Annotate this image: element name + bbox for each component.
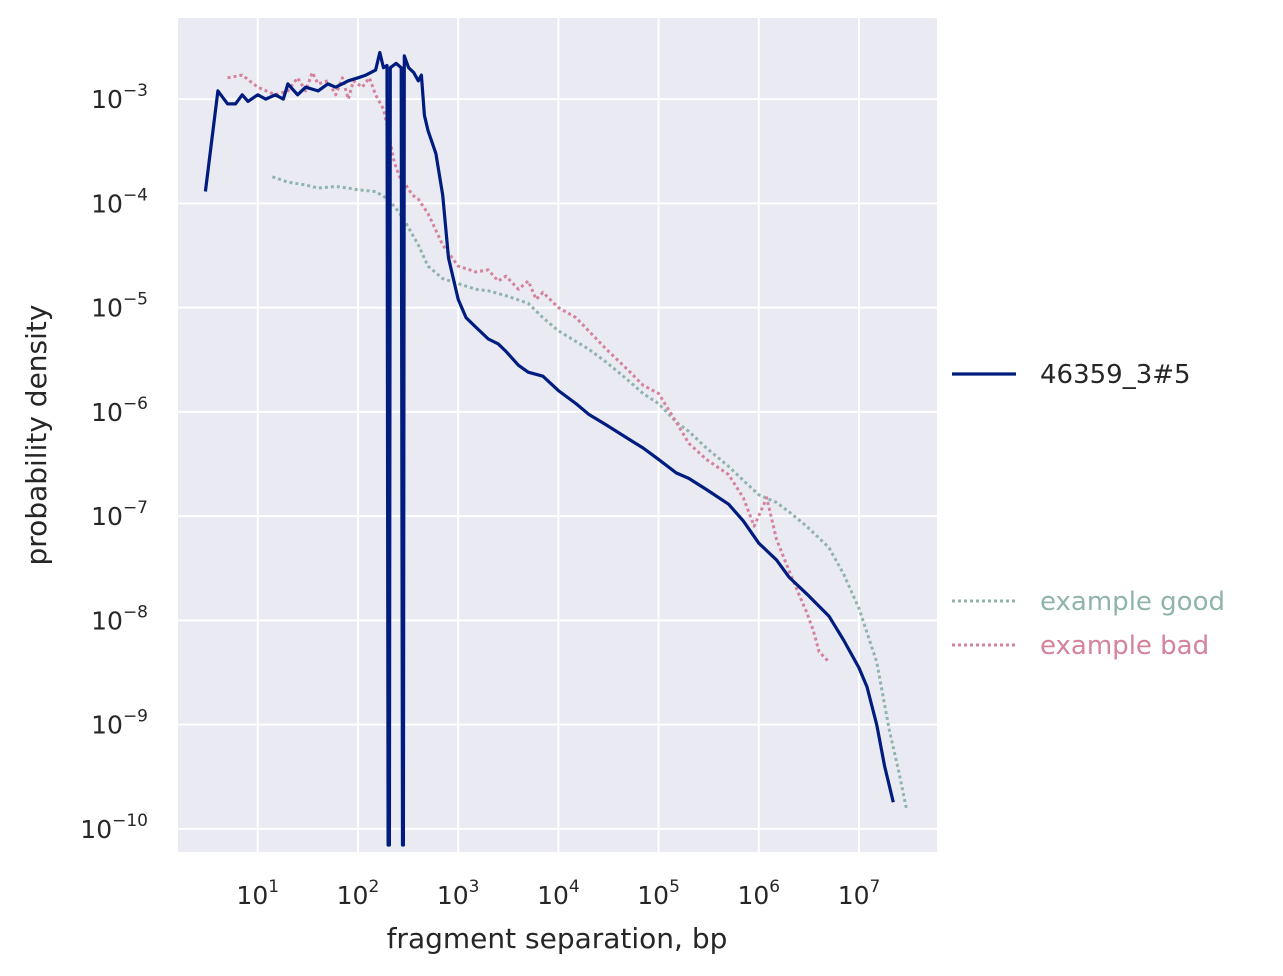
legend-label-0: 46359_3#5 [1040, 360, 1191, 390]
series-line-1 [271, 175, 909, 811]
x-axis-ticks: 101 102 103 104 105 106 107 [236, 877, 880, 910]
series-line-2 [227, 71, 830, 663]
x-tick-label-3: 104 [537, 877, 580, 910]
y-tick-label-1: 10−4 [91, 185, 148, 218]
legend-label-1: example good [1040, 587, 1225, 617]
x-tick-label-6: 107 [838, 877, 881, 910]
x-tick-label-0: 101 [236, 877, 279, 910]
y-tick-label-3: 10−6 [91, 394, 148, 427]
x-tick-label-1: 102 [337, 877, 380, 910]
legend-label-2: example bad [1040, 631, 1209, 661]
series-line-0 [203, 50, 895, 847]
x-tick-label-4: 105 [637, 877, 680, 910]
x-tick-label-5: 106 [737, 877, 780, 910]
y-tick-label-5: 10−8 [91, 602, 148, 635]
y-tick-label-6: 10−9 [91, 707, 148, 740]
x-tick-label-2: 103 [437, 877, 480, 910]
series-lines [203, 50, 909, 847]
y-tick-label-2: 10−5 [91, 290, 148, 323]
y-axis-ticks: 10−3 10−4 10−5 10−6 10−7 10−8 10−9 10−10 [80, 81, 148, 844]
y-axis-label: probability density [20, 305, 53, 566]
y-tick-label-7: 10−10 [80, 811, 148, 844]
x-axis-label: fragment separation, bp [387, 922, 728, 955]
y-tick-label-4: 10−7 [91, 498, 148, 531]
y-tick-label-0: 10−3 [91, 81, 148, 114]
